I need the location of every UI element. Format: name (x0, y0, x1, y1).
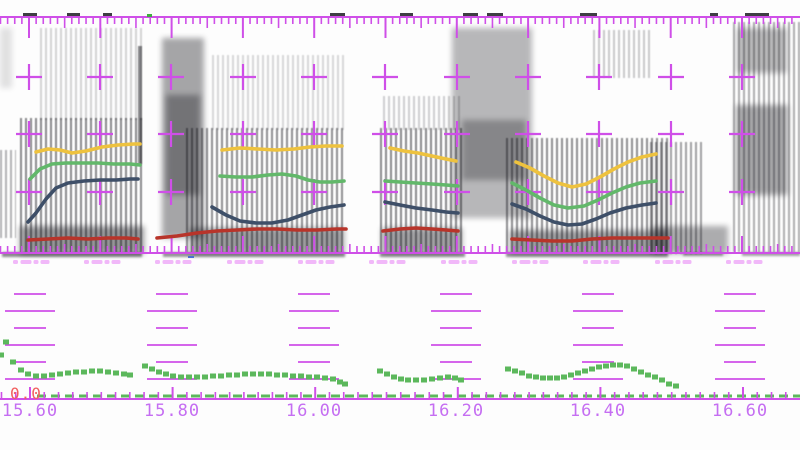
spectrogram-energy-region (162, 38, 204, 238)
spectrogram-energy-region (212, 55, 344, 130)
spectrogram-energy-region (506, 252, 668, 257)
ruler-mark (487, 13, 503, 17)
time-label: 15.80 (143, 401, 201, 421)
spectrogram-energy-region (593, 30, 651, 78)
pixel-artifact (188, 256, 194, 258)
ruler-mark (330, 13, 345, 17)
spectrogram-panel[interactable] (0, 0, 800, 268)
spectrogram-energy-region (0, 28, 12, 88)
ruler-mark (745, 13, 769, 17)
ruler-mark (580, 13, 597, 17)
spectrogram-energy-region (737, 28, 787, 73)
spectrogram-energy-region (163, 252, 345, 257)
ruler-mark (103, 13, 112, 17)
spectrogram-energy-region (0, 150, 16, 238)
spectrogram-energy-region (166, 95, 200, 195)
spectrogram-energy-region (383, 96, 461, 130)
spectrogram-energy-region (742, 252, 800, 256)
ruler-mark (400, 13, 413, 17)
spectrogram-energy-region (652, 226, 728, 254)
time-label: 15.60 (1, 401, 59, 421)
spectrogram-energy-region (190, 228, 344, 254)
pixel-artifact (147, 14, 152, 17)
spectrogram-energy-region (510, 230, 668, 254)
spectrogram-energy-region (650, 142, 702, 254)
time-label: 16.20 (427, 401, 485, 421)
time-label: 16.60 (711, 401, 769, 421)
pitch-axis-min-label: 0.0 (10, 384, 42, 403)
spectrogram-energy-region (138, 46, 142, 164)
spectrogram-energy-region (2, 252, 142, 257)
spectrogram-energy-region (683, 252, 723, 256)
ruler-mark (67, 13, 80, 17)
ruler-mark (23, 13, 37, 17)
spectrogram-energy-region (20, 226, 144, 254)
pitch-panel[interactable] (0, 268, 800, 450)
spectrogram-energy-region (380, 252, 465, 257)
spectrogram-energy-region (733, 22, 800, 252)
ruler-mark (463, 13, 478, 17)
spectrogram-energy-region (40, 28, 142, 120)
spectrogram-energy-region (736, 105, 788, 195)
ruler-mark (710, 13, 718, 17)
time-label: 16.40 (569, 401, 627, 421)
spectrogram-energy-region (382, 228, 462, 254)
time-label: 16.00 (285, 401, 343, 421)
